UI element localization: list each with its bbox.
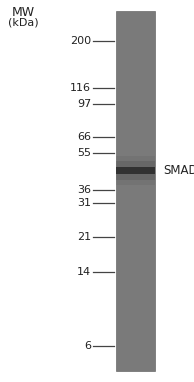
Text: 55: 55 [77,148,91,158]
Text: 21: 21 [77,231,91,242]
Bar [116,11,155,371]
Text: 14: 14 [77,267,91,277]
Text: 6: 6 [84,340,91,351]
Text: 66: 66 [77,132,91,142]
Bar [116,167,155,174]
Text: 31: 31 [77,198,91,208]
Text: 36: 36 [77,185,91,195]
Text: SMAD7: SMAD7 [163,164,194,177]
Text: MW: MW [12,6,35,19]
Text: (kDa): (kDa) [8,17,39,27]
Bar [116,156,155,185]
Text: 116: 116 [70,83,91,93]
Text: 200: 200 [70,36,91,46]
Bar [116,161,155,180]
Text: 97: 97 [77,99,91,108]
